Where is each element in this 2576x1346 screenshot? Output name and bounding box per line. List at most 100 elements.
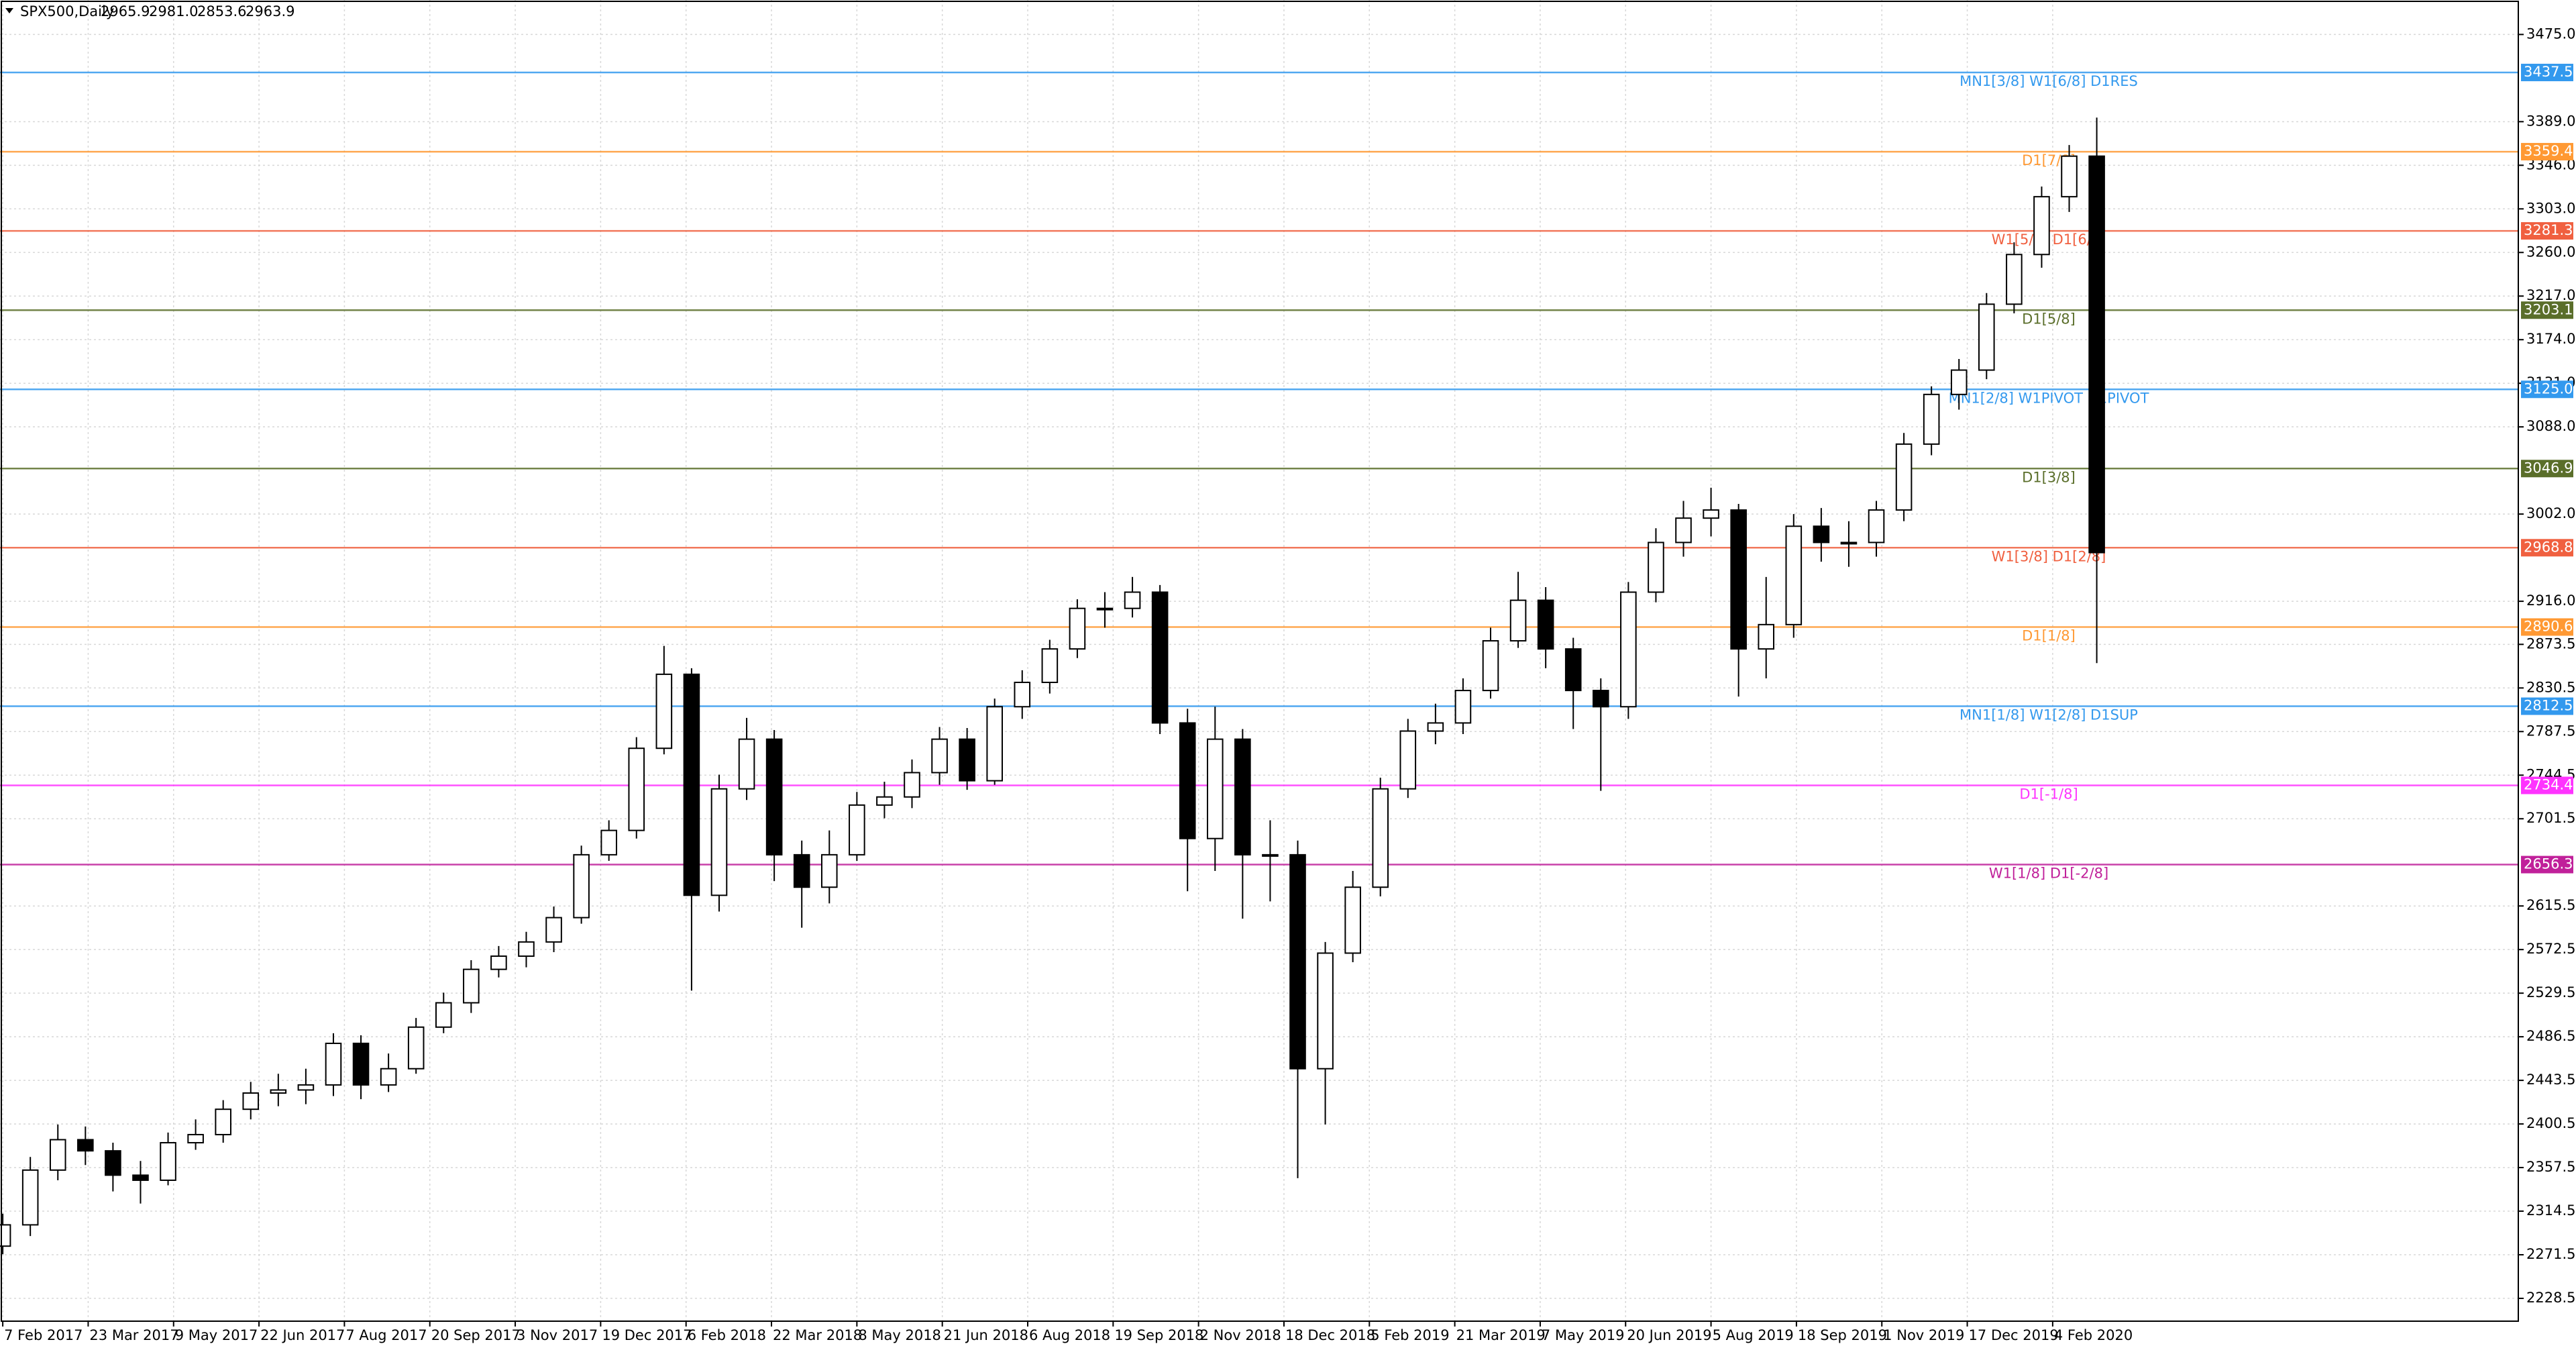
candle-body <box>931 738 948 774</box>
candle-body <box>1289 853 1306 1070</box>
candle-body <box>793 853 810 888</box>
level-price-tag <box>2521 143 2573 161</box>
candle-body <box>463 968 480 1004</box>
candle-body <box>1758 623 1775 650</box>
candle-body <box>655 673 673 749</box>
y-tick-label: 2228.5 <box>2526 1290 2575 1306</box>
level-name: MN1[2/8] W1PIVOT D1PIVOT <box>1949 390 2149 406</box>
x-tick-label: 22 Jun 2017 <box>260 1327 345 1343</box>
candle-body <box>1895 443 1913 511</box>
y-tick-label: 2314.5 <box>2526 1202 2575 1219</box>
level-price-tag <box>2521 618 2573 636</box>
y-tick-label: 3475.0 <box>2526 25 2575 42</box>
level-price-label: 3437.5 <box>2524 64 2573 80</box>
candle-body <box>1399 730 1417 790</box>
level-price-tag <box>2521 301 2573 319</box>
candle-body <box>1564 648 1582 692</box>
candle-body <box>77 1139 94 1152</box>
candle-body <box>1151 591 1169 724</box>
y-tick-label: 2271.5 <box>2526 1246 2575 1262</box>
x-tick-label: 21 Mar 2019 <box>1456 1327 1546 1343</box>
symbol: SPX500,Daily <box>20 3 114 19</box>
candle-body <box>2033 196 2050 256</box>
x-tick-label: 18 Dec 2018 <box>1285 1327 1375 1343</box>
level-price-label: 2890.6 <box>2524 618 2573 634</box>
y-tick-label: 2701.5 <box>2526 810 2575 826</box>
candle-body <box>628 747 645 831</box>
level-name: MN1[1/8] W1[2/8] D1SUP <box>1960 707 2138 723</box>
candle-body <box>1675 517 1692 543</box>
level-name: MN1[3/8] W1[6/8] D1RES <box>1960 73 2138 89</box>
candle-body <box>1537 599 1554 650</box>
x-tick-label: 4 Feb 2020 <box>2054 1327 2133 1343</box>
y-tick-label: 2572.5 <box>2526 941 2575 957</box>
x-tick-label: 5 Feb 2019 <box>1371 1327 1449 1343</box>
candle-body <box>490 955 507 970</box>
candle-body <box>270 1089 287 1094</box>
candle-body <box>1923 393 1940 445</box>
level-price-tag <box>2521 222 2573 240</box>
level-price-tag <box>2521 697 2573 715</box>
candle-body <box>1978 303 1995 371</box>
level-price-label: 2968.8 <box>2524 539 2573 555</box>
x-tick-label: 7 Aug 2017 <box>345 1327 427 1343</box>
candle-body <box>187 1133 204 1144</box>
y-tick-label: 3217.0 <box>2526 287 2575 303</box>
ohlc-high: 2981.0 <box>149 3 198 19</box>
x-tick-label: 22 Mar 2018 <box>773 1327 862 1343</box>
level-price-tag <box>2521 380 2573 399</box>
candle-body <box>710 788 728 896</box>
x-tick-label: 17 Dec 2019 <box>1969 1327 2059 1343</box>
axes: 3475.03389.03346.03303.03260.03217.03174… <box>2 25 2575 1343</box>
level-name: W1[1/8] D1[-2/8] <box>1989 866 2108 882</box>
candle-body <box>1427 722 1444 732</box>
level-price-tag <box>2521 856 2573 874</box>
candle-body <box>1262 853 1279 857</box>
level-name: W1[3/8] D1[2/8] <box>1992 548 2106 564</box>
y-tick-label: 3303.0 <box>2526 200 2575 216</box>
candle-body <box>325 1042 342 1086</box>
candle-body <box>1014 681 1031 708</box>
grid <box>0 0 2518 1321</box>
candle-body <box>1041 648 1059 683</box>
candle-body <box>959 738 975 782</box>
candle-body <box>904 772 920 798</box>
x-tick-label: 5 Aug 2019 <box>1713 1327 1794 1343</box>
x-tick-label: 3 Nov 2017 <box>517 1327 598 1343</box>
candle-body <box>573 853 590 919</box>
candle-body <box>683 673 700 896</box>
y-tick-label: 2529.5 <box>2526 984 2575 1000</box>
candle-body <box>600 829 617 856</box>
candle-body <box>1317 952 1334 1070</box>
candle-body <box>1234 738 1251 856</box>
y-tick-label: 2830.5 <box>2526 679 2575 695</box>
y-tick-label: 3174.0 <box>2526 331 2575 347</box>
candle-body <box>1372 788 1389 888</box>
plot-frame <box>1 1 2519 1322</box>
candle-body <box>986 706 1004 782</box>
y-tick-label: 3002.0 <box>2526 505 2575 521</box>
candle-body <box>1069 607 1086 650</box>
candle-body <box>160 1142 176 1181</box>
menu-arrow[interactable] <box>5 8 13 13</box>
x-tick-label: 21 Jun 2018 <box>944 1327 1028 1343</box>
candle-body <box>1482 640 1499 692</box>
candle-body <box>1840 541 1858 545</box>
candle-body <box>242 1092 260 1110</box>
ohlc-low: 2853.6 <box>197 3 246 19</box>
candle-body <box>1950 369 1968 395</box>
level-price-tag <box>2521 776 2573 794</box>
level-price-label: 3125.0 <box>2524 380 2573 397</box>
candle-body <box>49 1139 66 1171</box>
y-tick-label: 3088.0 <box>2526 418 2575 434</box>
candle-body <box>1703 509 1719 519</box>
candle-body <box>1454 690 1472 724</box>
candle-body <box>2088 155 2105 554</box>
candle-body <box>21 1169 39 1226</box>
level-price-label: 3359.4 <box>2524 143 2573 159</box>
candle-body <box>849 804 865 856</box>
candle-body <box>2006 254 2023 305</box>
candle-body <box>215 1108 231 1135</box>
level-name: D1[1/8] <box>2022 627 2076 643</box>
candle-body <box>2061 155 2078 198</box>
